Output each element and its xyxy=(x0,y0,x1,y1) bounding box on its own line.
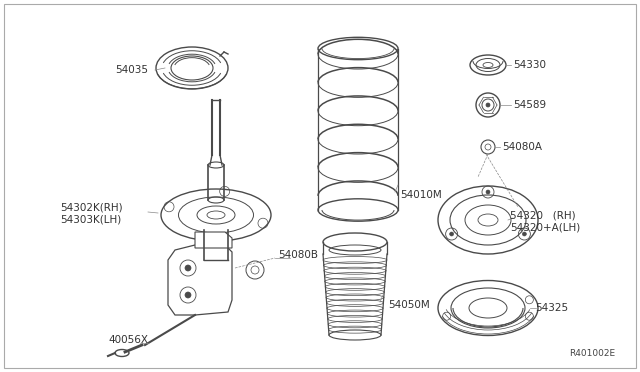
Circle shape xyxy=(185,292,191,298)
Text: 54080B: 54080B xyxy=(278,250,318,260)
Text: 54010M: 54010M xyxy=(400,190,442,200)
Text: 54320   (RH): 54320 (RH) xyxy=(510,210,575,220)
Text: 54080A: 54080A xyxy=(502,142,542,152)
Circle shape xyxy=(185,265,191,271)
Text: 54303K(LH): 54303K(LH) xyxy=(60,215,121,225)
Polygon shape xyxy=(195,232,232,248)
Circle shape xyxy=(450,232,454,236)
Text: R401002E: R401002E xyxy=(569,349,615,358)
Circle shape xyxy=(486,190,490,194)
Polygon shape xyxy=(168,245,232,315)
Text: 54320+A(LH): 54320+A(LH) xyxy=(510,223,580,233)
Text: 54589: 54589 xyxy=(513,100,546,110)
Text: 54302K(RH): 54302K(RH) xyxy=(60,203,123,213)
Text: 54330: 54330 xyxy=(513,60,546,70)
Text: 40056X: 40056X xyxy=(108,335,148,345)
Circle shape xyxy=(486,103,490,107)
Text: 54325: 54325 xyxy=(535,303,568,313)
Text: 54050M: 54050M xyxy=(388,300,429,310)
Text: 54035: 54035 xyxy=(115,65,148,75)
Circle shape xyxy=(522,232,526,236)
